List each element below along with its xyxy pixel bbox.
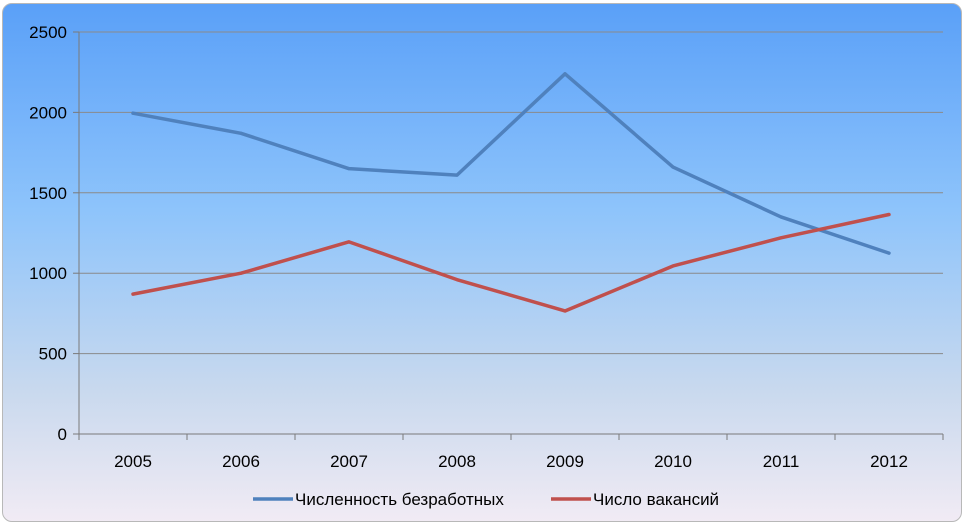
x-tick-label: 2012 bbox=[870, 452, 908, 471]
data-point bbox=[455, 278, 459, 282]
x-tick-label: 2009 bbox=[546, 452, 584, 471]
data-point bbox=[887, 251, 891, 255]
y-tick-label: 2000 bbox=[29, 103, 67, 122]
series-line-2 bbox=[131, 212, 891, 313]
data-point bbox=[779, 215, 783, 219]
x-tick-label: 2005 bbox=[114, 452, 152, 471]
chart-area: 0 500 1000 1500 2000 2500 2005 2006 2007 2008 200… bbox=[2, 3, 962, 522]
data-point bbox=[671, 165, 675, 169]
data-point bbox=[563, 309, 567, 313]
x-tick-label: 2008 bbox=[438, 452, 476, 471]
data-point bbox=[347, 167, 351, 171]
x-axis-labels: 2005 2006 2007 2008 2009 2010 2011 2012 bbox=[114, 452, 908, 471]
y-tick-label: 2500 bbox=[29, 23, 67, 42]
y-axis-labels: 0 500 1000 1500 2000 2500 bbox=[29, 23, 67, 444]
legend-label: Число вакансий bbox=[593, 490, 719, 509]
y-tick-label: 1500 bbox=[29, 184, 67, 203]
x-tick-label: 2006 bbox=[222, 452, 260, 471]
data-point bbox=[887, 213, 891, 217]
legend: Численность безработных Число вакансий bbox=[253, 490, 719, 509]
data-point bbox=[131, 292, 135, 296]
data-point bbox=[239, 271, 243, 275]
x-tick-label: 2007 bbox=[330, 452, 368, 471]
x-tick-label: 2011 bbox=[763, 452, 800, 471]
y-tick-label: 0 bbox=[58, 425, 67, 444]
axes bbox=[73, 31, 944, 440]
y-tick-label: 500 bbox=[39, 345, 67, 364]
legend-label: Численность безработных bbox=[295, 490, 504, 509]
series-line-1 bbox=[131, 72, 891, 255]
data-point bbox=[455, 173, 459, 177]
data-point bbox=[779, 236, 783, 240]
gridlines bbox=[79, 31, 943, 355]
x-tick-label: 2010 bbox=[654, 452, 692, 471]
data-point bbox=[563, 72, 567, 76]
data-point bbox=[347, 240, 351, 244]
data-point bbox=[239, 131, 243, 135]
series-lines bbox=[131, 72, 891, 313]
y-tick-label: 1000 bbox=[29, 264, 67, 283]
data-point bbox=[671, 264, 675, 268]
data-point bbox=[131, 111, 135, 115]
